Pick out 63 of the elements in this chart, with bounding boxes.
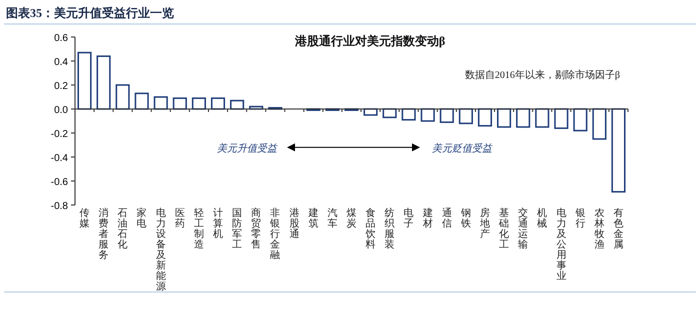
x-tick-label: 煤炭 bbox=[346, 207, 356, 230]
x-tick-label: 港股通 bbox=[289, 207, 300, 240]
bar bbox=[458, 108, 473, 124]
bar bbox=[516, 108, 530, 128]
y-tick-label: 0.4 bbox=[54, 57, 68, 68]
bar bbox=[420, 108, 435, 122]
x-tick-label: 消费者服务 bbox=[98, 207, 109, 261]
chart-title: 图表35：美元升值受益行业一览 bbox=[6, 6, 174, 20]
x-tick-label: 电子 bbox=[404, 207, 414, 230]
bar bbox=[573, 108, 588, 132]
y-tick-label: 0.2 bbox=[54, 81, 68, 92]
bar bbox=[96, 55, 111, 110]
x-tick-label: 农林牧渔 bbox=[593, 208, 604, 250]
x-tick-label: 轻工制造 bbox=[194, 207, 204, 250]
bar bbox=[402, 108, 416, 121]
bar bbox=[440, 108, 454, 123]
x-tick-label: 家电 bbox=[136, 207, 147, 230]
x-tick-label: 银行 bbox=[574, 208, 586, 230]
x-tick-label: 医药 bbox=[174, 208, 185, 230]
x-tick-label: 汽车 bbox=[327, 207, 338, 230]
x-tick-label: 建筑 bbox=[307, 207, 318, 230]
y-tick-label: -0.8 bbox=[50, 201, 68, 212]
x-tick-label: 交通运输 bbox=[518, 207, 528, 250]
y-tick-label: -0.2 bbox=[50, 129, 68, 140]
bar bbox=[535, 108, 550, 128]
bar bbox=[230, 100, 244, 110]
bar bbox=[154, 96, 168, 110]
bar bbox=[134, 92, 149, 110]
y-tick-label: 0.0 bbox=[54, 105, 68, 116]
chart-subtitle: 港股通行业对美元指数变动β bbox=[294, 34, 446, 48]
x-tick-label: 钢铁 bbox=[460, 208, 471, 230]
bar bbox=[478, 108, 492, 127]
y-tick-label: 0.6 bbox=[54, 33, 68, 44]
bar bbox=[192, 97, 206, 110]
annotation: 美元贬值受益 bbox=[432, 142, 493, 154]
x-tick-label: 食品饮料 bbox=[364, 207, 376, 250]
bar bbox=[210, 97, 226, 110]
x-tick-label: 计算机 bbox=[213, 207, 224, 240]
x-tick-label: 传媒 bbox=[80, 208, 90, 230]
bar bbox=[497, 108, 512, 128]
y-tick-label: -0.6 bbox=[50, 177, 68, 188]
x-tick-label: 基础化工 bbox=[498, 207, 510, 250]
x-tick-label: 建材 bbox=[422, 207, 433, 230]
bar bbox=[592, 108, 606, 140]
bar bbox=[172, 97, 187, 110]
annotation: 数据自2016年以来，剔除市场因子β bbox=[464, 69, 620, 81]
x-tick-label: 有色金属 bbox=[613, 207, 624, 250]
bar bbox=[611, 108, 626, 193]
x-tick-label: 商贸零售 bbox=[251, 207, 262, 250]
x-tick-label: 国防军工 bbox=[232, 208, 242, 250]
x-tick-label: 电力及公用事业 bbox=[556, 207, 566, 282]
x-tick-label: 石油石化 bbox=[118, 208, 128, 250]
x-tick-label: 非银行金融 bbox=[269, 207, 280, 261]
bar bbox=[116, 84, 130, 110]
y-tick-label: -0.4 bbox=[50, 153, 68, 164]
x-tick-label: 电力设备及新能源 bbox=[156, 207, 166, 292]
x-tick-label: 机械 bbox=[537, 207, 548, 230]
annotation: 美元升值受益 bbox=[217, 142, 278, 154]
bar bbox=[554, 108, 568, 129]
x-tick-label: 房地产 bbox=[478, 207, 490, 240]
x-tick-label: 通信 bbox=[442, 207, 452, 230]
x-tick-label: 纺织服装 bbox=[384, 207, 395, 250]
bar bbox=[77, 52, 92, 110]
